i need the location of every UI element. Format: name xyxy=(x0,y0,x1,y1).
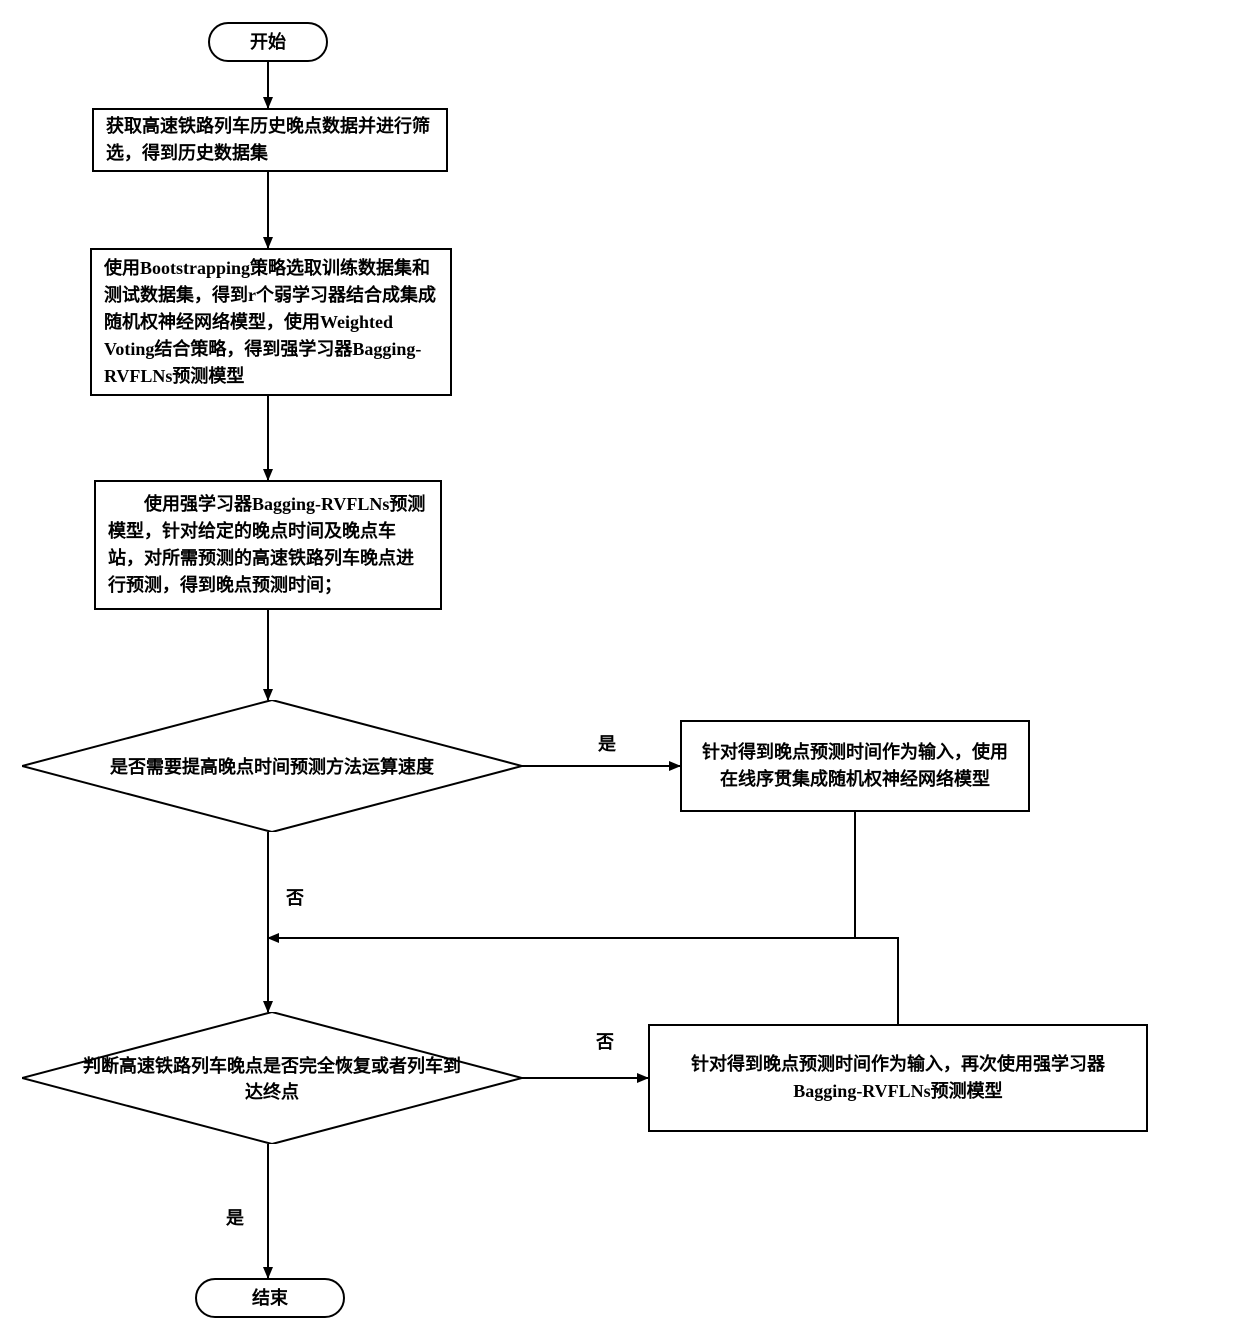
terminator-end-label: 结束 xyxy=(252,1285,288,1312)
edge-label-d2-no: 否 xyxy=(596,1028,614,1054)
process-build-model: 使用Bootstrapping策略选取训练数据集和测试数据集，得到r个弱学习器结… xyxy=(90,248,452,396)
process-repredict: 针对得到晚点预测时间作为输入，再次使用强学习器Bagging-RVFLNs预测模… xyxy=(648,1024,1148,1132)
edge-label-d1-yes: 是 xyxy=(598,730,616,756)
decision-delay-recovered: 判断高速铁路列车晚点是否完全恢复或者列车到达终点 xyxy=(22,1012,522,1144)
terminator-start: 开始 xyxy=(208,22,328,62)
process-acquire-data: 获取高速铁路列车历史晚点数据并进行筛选，得到历史数据集 xyxy=(92,108,448,172)
edge-label-d1-no: 否 xyxy=(286,884,304,910)
process-online-sequential: 针对得到晚点预测时间作为输入，使用在线序贯集成随机权神经网络模型 xyxy=(680,720,1030,812)
process-predict: 使用强学习器Bagging-RVFLNs预测模型，针对给定的晚点时间及晚点车站，… xyxy=(94,480,442,610)
decision-speedup-label: 是否需要提高晚点时间预测方法运算速度 xyxy=(110,753,434,779)
process-build-model-label: 使用Bootstrapping策略选取训练数据集和测试数据集，得到r个弱学习器结… xyxy=(104,255,438,390)
terminator-end: 结束 xyxy=(195,1278,345,1318)
terminator-start-label: 开始 xyxy=(250,29,286,56)
process-online-sequential-label: 针对得到晚点预测时间作为输入，使用在线序贯集成随机权神经网络模型 xyxy=(694,739,1016,793)
edge-label-d2-yes: 是 xyxy=(226,1204,244,1230)
process-predict-label: 使用强学习器Bagging-RVFLNs预测模型，针对给定的晚点时间及晚点车站，… xyxy=(108,491,428,599)
decision-recovered-label: 判断高速铁路列车晚点是否完全恢复或者列车到达终点 xyxy=(82,1052,462,1104)
decision-speedup-needed: 是否需要提高晚点时间预测方法运算速度 xyxy=(22,700,522,832)
process-repredict-label: 针对得到晚点预测时间作为输入，再次使用强学习器Bagging-RVFLNs预测模… xyxy=(662,1051,1134,1105)
process-acquire-data-label: 获取高速铁路列车历史晚点数据并进行筛选，得到历史数据集 xyxy=(106,113,434,167)
